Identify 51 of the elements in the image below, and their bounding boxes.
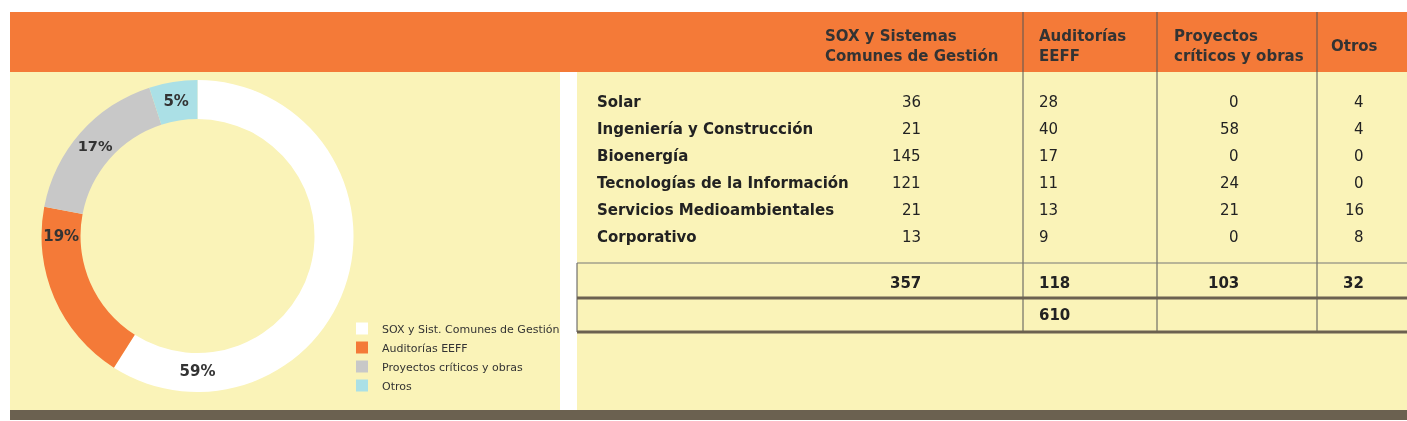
data-label: 17	[1039, 147, 1059, 165]
donut-slice	[41, 206, 135, 368]
category-label: Tecnologías de la Información	[597, 174, 849, 192]
data-label: 5%	[163, 92, 189, 111]
data-label: 36	[902, 93, 922, 111]
text: Proyectos críticos y obras	[1174, 27, 1304, 65]
data-label: 13	[1039, 201, 1059, 219]
data-label: 0	[1229, 228, 1239, 246]
data-label: 16	[1345, 201, 1365, 219]
legend-label: SOX y Sist. Comunes de Gestión	[382, 322, 560, 336]
category-label: Servicios Medioambientales	[597, 201, 835, 219]
data-label: 145	[892, 147, 921, 165]
data-label: 121	[892, 174, 921, 192]
donut-slice	[113, 80, 354, 392]
data-label: 21	[1220, 201, 1240, 219]
data-label: 8	[1354, 228, 1364, 246]
category-label: Bioenergía	[597, 147, 689, 165]
data-label: 0	[1229, 93, 1239, 111]
legend-label: Otros	[382, 379, 412, 393]
text: 103	[1208, 274, 1240, 292]
data-label: 9	[1039, 228, 1049, 246]
text: 610	[1039, 306, 1071, 324]
data-label: 19%	[43, 227, 80, 245]
text: Auditorías EEFF	[1039, 27, 1127, 65]
donut-slice	[149, 80, 198, 125]
data-label: 40	[1039, 120, 1059, 138]
text: Otros	[1331, 37, 1378, 55]
data-label: 21	[902, 201, 922, 219]
data-label: 21	[902, 120, 922, 138]
data-label: 58	[1220, 120, 1240, 138]
data-label: 11	[1039, 174, 1059, 192]
legend-label: Auditorías EEFF	[382, 341, 468, 355]
category-label: Ingeniería y Construcción	[597, 120, 814, 138]
data-label: 59%	[179, 361, 216, 380]
data-label: 0	[1229, 147, 1239, 165]
donut-slice	[44, 87, 162, 215]
category-label: Corporativo	[597, 228, 697, 246]
text: 357	[890, 274, 922, 292]
category-label: Solar	[597, 93, 642, 111]
legend-label: Proyectos críticos y obras	[382, 360, 524, 374]
data-label: 0	[1354, 147, 1364, 165]
data-label: 24	[1220, 174, 1240, 192]
data-label: 4	[1354, 120, 1364, 138]
text: 32	[1343, 274, 1364, 292]
data-label: 13	[902, 228, 922, 246]
data-label: 4	[1354, 93, 1364, 111]
data-label: 17%	[77, 136, 113, 154]
text: 118	[1039, 274, 1071, 292]
series-label: SOX y Sistemas Comunes de Gestión	[825, 27, 999, 65]
data-label: 28	[1039, 93, 1059, 111]
data-label: 0	[1354, 174, 1364, 192]
